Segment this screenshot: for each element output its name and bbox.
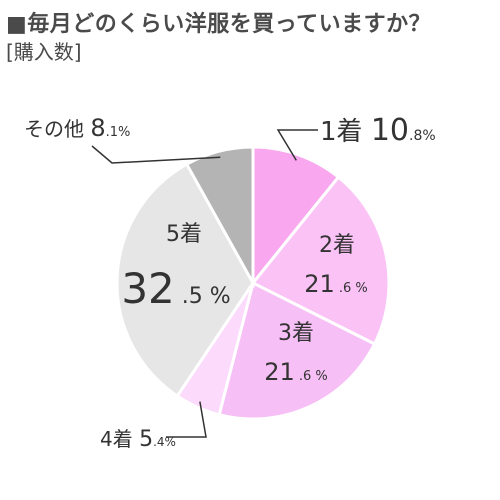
chart-subtitle: [購入数] xyxy=(6,40,82,64)
value-integer: 21 xyxy=(264,358,295,386)
pie-slice xyxy=(251,145,341,288)
slice-label: 4着 5.4% xyxy=(100,427,176,452)
leader-line xyxy=(276,129,318,161)
value-label: 8 xyxy=(90,114,105,142)
value-label: 21 .6 % xyxy=(304,270,368,298)
category-label: 4着 xyxy=(100,427,139,451)
slice-label: その他 8.1% xyxy=(24,114,130,142)
value-integer: 21 xyxy=(304,270,335,298)
pie-slice xyxy=(184,145,255,289)
category-label: 5着 xyxy=(166,222,202,247)
leader-line xyxy=(91,145,221,164)
category-label: 1着 xyxy=(320,117,371,147)
chart-title: ■毎月どのくらい洋服を買っていますか？ xyxy=(6,12,432,37)
value-decimal: .5 % xyxy=(175,284,231,309)
value-decimal: .1% xyxy=(106,125,131,140)
value-integer: 32 xyxy=(121,264,174,313)
value-decimal: .6 % xyxy=(335,281,368,296)
value-decimal: .4% xyxy=(153,435,176,449)
leader-line xyxy=(166,401,207,438)
value-label: 32 .5 % xyxy=(121,264,230,313)
category-label: 3着 xyxy=(278,321,314,346)
value-decimal: .8% xyxy=(409,128,436,144)
value-label: 5 xyxy=(139,427,153,452)
pie-slice xyxy=(250,175,391,346)
value-decimal: .6 % xyxy=(295,369,328,384)
category-label: 2着 xyxy=(319,233,355,258)
slice-label: 1着 10.8% xyxy=(320,113,436,148)
value-label: 10 xyxy=(371,113,409,148)
value-label: 21 .6 % xyxy=(264,358,328,386)
category-label: その他 xyxy=(24,117,90,141)
pie-slice xyxy=(217,280,377,421)
